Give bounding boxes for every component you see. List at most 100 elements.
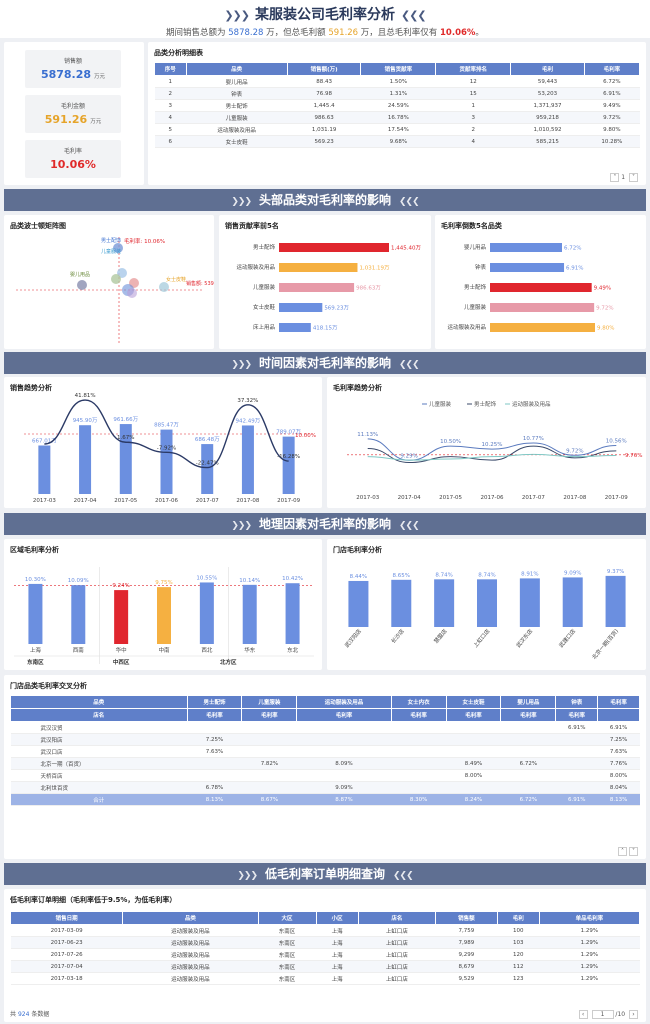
table-cell	[241, 769, 297, 782]
table-row[interactable]: 北利世百货 6.78% 9.09% 8.04%	[10, 781, 640, 794]
cross-prev-button[interactable]: ˄	[618, 847, 627, 856]
order-table: 销售日期 品类 大区 小区 店名 销售额 毛利 单品毛利率 2017-03-09 运动服装及用品东…	[9, 911, 641, 985]
table-row[interactable]: 5 运动服装及用品 1,031.19 17.54% 2 1,010,592 9.80%	[154, 123, 640, 136]
column-header[interactable]: 毛利率	[583, 62, 641, 76]
total-cell: 8.13%	[187, 793, 242, 806]
table-cell: 103	[497, 936, 540, 949]
column-header[interactable]: 销售额	[435, 911, 498, 925]
avg-sales-label: 销售额: 539.0	[186, 280, 214, 287]
bar	[279, 243, 389, 252]
x-tick-label: 西北	[201, 646, 213, 654]
table-cell: 16.78%	[360, 111, 436, 124]
growth-label: 37.32%	[237, 398, 258, 404]
table-row[interactable]: 2 钟表 76.98 1.31% 15 53,203 6.91%	[154, 87, 640, 100]
table-row[interactable]: 武汉口店 7.63% 7.63%	[10, 745, 640, 758]
column-header[interactable]: 单品毛利率	[538, 911, 641, 925]
table-cell: 8.09%	[296, 757, 392, 770]
bar	[38, 445, 51, 494]
x-tick-label: 上海	[30, 646, 42, 654]
column-header[interactable]: 毛利	[496, 911, 540, 925]
table-row[interactable]: 3 男士配饰 1,445.4 24.59% 1 1,371,937 9.49%	[154, 99, 640, 112]
column-header[interactable]: 品类	[185, 62, 288, 76]
column-header[interactable]: 销售贡献率	[360, 62, 437, 76]
bar-category-label: 女士皮鞋	[253, 303, 276, 311]
table-row[interactable]: 武汉阳店 7.25% 7.25%	[10, 733, 640, 746]
bar-value-label: 10.14%	[239, 578, 260, 584]
order-next-button[interactable]: ›	[629, 1010, 638, 1019]
table-cell	[296, 745, 392, 758]
bar	[434, 579, 455, 627]
table-cell	[241, 781, 297, 794]
table-row[interactable]: 天桥百店 8.00% 8.00%	[10, 769, 640, 782]
x-tick-label: 2017-05	[439, 495, 462, 501]
table-cell: 9.49%	[584, 99, 640, 112]
table-cell: 7.25%	[187, 733, 242, 746]
bar-value-label: 9.72%	[596, 306, 613, 312]
bar-value-label: 9.37%	[607, 569, 624, 575]
table-cell: 上虹口店	[358, 960, 436, 973]
table-cell: 7.63%	[597, 745, 640, 758]
table-row[interactable]: 2017-03-18 运动服装及用品 东南区 上海 上虹口店 9,529 123 1.29%	[10, 972, 640, 985]
column-header[interactable]: 品类	[122, 911, 259, 925]
bar	[279, 303, 323, 312]
table-row[interactable]: 4 儿童服装 986.63 16.78% 3 959,218 9.72%	[154, 111, 640, 124]
column-header[interactable]: 毛利	[510, 62, 585, 76]
table-cell: 1,371,937	[510, 99, 585, 112]
bar-value-label: 1,445.40万	[391, 245, 421, 252]
column-header[interactable]: 大区	[257, 911, 317, 925]
growth-label: 41.81%	[75, 393, 96, 399]
table-cell	[500, 733, 556, 746]
order-prev-button[interactable]: ‹	[578, 1010, 588, 1019]
table-row[interactable]: 武汉汉贸 6.91% 6.91%	[10, 721, 640, 734]
table-cell	[296, 769, 392, 782]
growth-label: -22.47%	[196, 461, 219, 467]
column-header[interactable]: 序号	[154, 62, 187, 76]
table-cell: 上海	[316, 972, 359, 985]
kpi-profit: 毛利金额 591.26 万元	[25, 95, 121, 133]
table-cell: 北京一期（百货）	[10, 757, 188, 770]
table-row[interactable]: 6 女士皮鞋 569.23 9.68% 4 585,215 10.28%	[154, 135, 640, 148]
bar	[285, 583, 300, 644]
bar-value-label: 9.75%	[155, 580, 172, 586]
x-tick-label: 中南	[158, 646, 170, 654]
table-cell: 8.00%	[597, 769, 640, 782]
total-cell: 6.72%	[500, 793, 556, 806]
scatter-point	[111, 274, 121, 284]
prev-page-button[interactable]: ˄	[610, 173, 620, 182]
table-row[interactable]: 2017-06-23 运动服装及用品 东南区 上海 上虹口店 7,989 103 1.29%	[10, 936, 640, 949]
bar	[201, 444, 214, 494]
scatter-point	[113, 243, 123, 253]
table-cell: 1	[154, 75, 187, 88]
table-cell	[500, 745, 556, 758]
table-cell: 9.68%	[360, 135, 436, 148]
order-page-input[interactable]: 1	[591, 1010, 614, 1019]
bar-value-label: 8.91%	[521, 571, 538, 577]
column-header[interactable]: 销售额(万)	[286, 62, 362, 76]
order-pager: ‹ 1 /10 ›	[577, 1010, 638, 1019]
page-select[interactable]: ˅	[629, 173, 638, 182]
section-banner-3: ❯❯❯ 地理因素对毛利率的影响 ❮❮❮	[4, 513, 646, 535]
table-cell	[241, 745, 297, 758]
column-header[interactable]: 店名	[357, 911, 437, 925]
bar-value-label: 8.74%	[435, 572, 452, 578]
kpi-margin: 毛利率 10.06%	[25, 140, 121, 178]
table-row[interactable]: 2017-07-04 运动服装及用品 东南区 上海 上虹口店 8,679 112 1.29%	[10, 960, 640, 973]
x-tick-label: 2017-03	[33, 498, 56, 504]
table-cell: 8.04%	[597, 781, 640, 794]
table-cell: 儿童服装	[186, 111, 288, 124]
column-header[interactable]: 小区	[315, 911, 359, 925]
table-cell: 运动服装及用品	[122, 948, 259, 961]
column-header[interactable]: 贡献率排名	[435, 62, 512, 76]
table-row[interactable]: 2017-07-26 运动服装及用品 东南区 上海 上虹口店 9,299 120 1.29%	[10, 948, 640, 961]
table-row[interactable]: 2017-03-09 运动服装及用品 东南区 上海 上虹口店 7,759 100 1.29%	[10, 924, 640, 937]
category-table: 序号 品类 销售额(万) 销售贡献率 贡献率排名 毛利 毛利率 1 婴儿用品 88.43 1.50%…	[154, 62, 641, 148]
category-pager: ˄ 1 ˅	[608, 173, 638, 182]
bar-value-label: 686.48万	[195, 436, 220, 443]
cross-next-button[interactable]: ˅	[629, 847, 638, 856]
column-header[interactable]: 销售日期	[9, 911, 124, 925]
order-table-card: 低毛利率订单明细（毛利率低于9.5%，为低毛利率） 销售日期 品类 大区 小区 店名 销售…	[4, 889, 646, 1022]
table-row[interactable]: 1 婴儿用品 88.43 1.50% 12 59,443 6.72%	[154, 75, 640, 88]
column-header: 婴儿用品	[500, 695, 557, 709]
point-label: 10.56%	[606, 438, 627, 444]
table-row[interactable]: 北京一期（百货） 7.82% 8.09% 8.49% 6.72% 7.76%	[10, 757, 640, 770]
